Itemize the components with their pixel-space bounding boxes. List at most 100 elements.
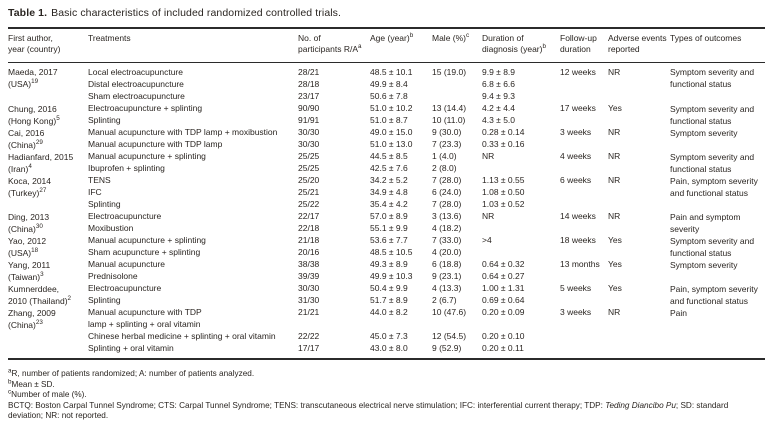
reference-superscript: 5: [56, 115, 60, 123]
followup-cell: [560, 222, 608, 234]
study-author-text: Hadianfard, 2015 (Iran)4: [8, 152, 74, 174]
participants-cell: 21/21: [298, 307, 320, 317]
followup-cell: [560, 90, 608, 102]
male-cell: 7 (28.0): [432, 199, 462, 209]
outcomes-cell: Pain and symptom severity: [670, 210, 765, 234]
followup-cell: [560, 78, 608, 90]
adverse-cell: [608, 198, 670, 210]
adverse-cell: Yes: [608, 103, 622, 113]
followup-cell: [560, 270, 608, 282]
followup-cell: 12 weeks: [560, 67, 596, 77]
participants-cell: 31/30: [298, 295, 320, 305]
outcomes-cell: Symptom severity: [670, 258, 765, 270]
participants-cell: 30/30: [298, 127, 320, 137]
adverse-cell: [608, 330, 670, 342]
outcomes-cell: [670, 162, 765, 174]
study-author-cell: Ding, 2013 (China)30: [8, 210, 88, 234]
male-cell: 4 (13.3): [432, 283, 462, 293]
outcomes-cell: Pain: [670, 306, 765, 330]
followup-cell: [560, 246, 608, 258]
outcomes-cell: Symptom severity: [670, 126, 765, 138]
study-author-text: Ding, 2013 (China)30: [8, 212, 50, 234]
adverse-cell: [608, 138, 670, 150]
column-header-4: Male (%)c: [432, 28, 482, 63]
column-header-superscript: b: [542, 43, 546, 51]
age-cell: 34.2 ± 5.2: [370, 175, 408, 185]
footnote-superscript: a: [8, 367, 12, 375]
table-row: Distal electroacupuncture 28/18 49.9 ± 8.4…: [8, 78, 765, 90]
study-author-cell: Yao, 2012 (USA)18: [8, 234, 88, 258]
column-header-superscript: a: [358, 43, 362, 51]
study-author-cell: Cai, 2016 (China)29: [8, 126, 88, 150]
outcomes-text: Symptom severity and functional status: [670, 67, 755, 89]
outcomes-cell: [670, 246, 765, 258]
adverse-cell: Yes: [608, 283, 622, 293]
table-row: Maeda, 2017 (USA)19 Local electroacupunct…: [8, 63, 765, 89]
male-cell: 12 (54.5): [432, 331, 467, 341]
adverse-cell: Yes: [608, 235, 622, 245]
duration-cell: [482, 222, 560, 234]
reference-superscript: 18: [31, 247, 39, 255]
treatment-cell: Splinting: [88, 115, 121, 125]
table-row: Yang, 2011 (Taiwan)3 Manual acupuncture 38…: [8, 258, 765, 282]
participants-cell: 91/91: [298, 115, 320, 125]
adverse-cell: NR: [608, 127, 621, 137]
header-row: First author, year (country) Treatments No…: [8, 28, 765, 63]
footnote: aR, number of patients randomized; A: nu…: [8, 367, 255, 378]
column-header-5: Duration of diagnosis (year)b: [482, 28, 560, 63]
age-cell: 35.4 ± 4.2: [370, 199, 408, 209]
age-cell: 55.1 ± 9.9: [370, 223, 408, 233]
male-cell: 6 (18.8): [432, 259, 462, 269]
adverse-cell: [608, 294, 670, 306]
adverse-cell: [608, 186, 670, 198]
duration-cell: 0.20 ± 0.11: [482, 343, 524, 353]
study-author-cell: Zhang, 2009 (China)23: [8, 306, 88, 359]
reference-superscript: 23: [35, 319, 43, 327]
column-header-superscript: c: [466, 32, 470, 40]
duration-cell: 1.08 ± 0.50: [482, 187, 525, 197]
outcomes-cell: Pain, symptom severity and functional st…: [670, 282, 765, 306]
footnote: bMean ± SD.: [8, 377, 55, 389]
male-cell: 6 (24.0): [432, 187, 462, 197]
age-cell: 57.0 ± 8.9: [370, 211, 408, 221]
study-author-cell: Kumnerddee, 2010 (Thailand)2: [8, 282, 88, 306]
duration-cell: 0.64 ± 0.32: [482, 259, 525, 269]
outcomes-cell: [670, 138, 765, 150]
table-title: Table 1. Basic characteristics of include…: [8, 7, 765, 20]
table-number-label: Table 1.: [8, 7, 48, 19]
column-header-2: No. of participants R/Aa: [298, 28, 370, 63]
duration-cell: 0.33 ± 0.16: [482, 139, 525, 149]
table-row: Splinting 91/91 51.0 ± 8.7 10 (11.0) 4.3 ± 5…: [8, 114, 765, 126]
followup-cell: [560, 294, 608, 306]
adverse-cell: [608, 270, 670, 282]
column-header-7: Adverse events reported: [608, 28, 670, 63]
participants-cell: 17/17: [298, 343, 320, 353]
outcomes-text: Symptom severity and functional status: [670, 236, 755, 258]
participants-cell: 38/38: [298, 259, 320, 269]
age-cell: 51.0 ± 8.7: [370, 115, 408, 125]
male-cell: 10 (11.0): [432, 115, 466, 125]
male-cell: 7 (23.3): [432, 139, 462, 149]
reference-superscript: 29: [35, 139, 43, 147]
study-author-text: Chung, 2016 (Hong Kong)5: [8, 104, 60, 126]
table-row: Moxibustion 22/18 55.1 ± 9.9 4 (18.2): [8, 222, 765, 234]
adverse-cell: [608, 78, 670, 90]
treatment-cell: Manual acupuncture with TDP lamp: [88, 139, 223, 149]
outcomes-text: Pain and symptom severity: [670, 212, 741, 234]
footnote-list: aR, number of patients randomized; A: nu…: [8, 367, 765, 401]
treatment-cell: Prednisolone: [88, 271, 138, 281]
study-author-cell: Chung, 2016 (Hong Kong)5: [8, 102, 88, 126]
adverse-cell: NR: [608, 307, 621, 317]
male-cell: [432, 78, 482, 90]
table-body: Maeda, 2017 (USA)19 Local electroacupunct…: [8, 63, 765, 360]
column-header-1: Treatments: [88, 28, 298, 63]
followup-cell: 3 weeks: [560, 127, 592, 137]
outcomes-cell: Symptom severity and functional status: [670, 63, 765, 89]
male-cell: 9 (30.0): [432, 127, 462, 137]
participants-cell: 30/30: [298, 283, 320, 293]
footnote-section: aR, number of patients randomized; A: nu…: [8, 367, 765, 422]
outcomes-cell: [670, 342, 765, 359]
treatment-cell: Manual acupuncture + splinting: [88, 151, 206, 161]
followup-cell: 3 weeks: [560, 307, 592, 317]
male-cell: 4 (20.0): [432, 247, 462, 257]
